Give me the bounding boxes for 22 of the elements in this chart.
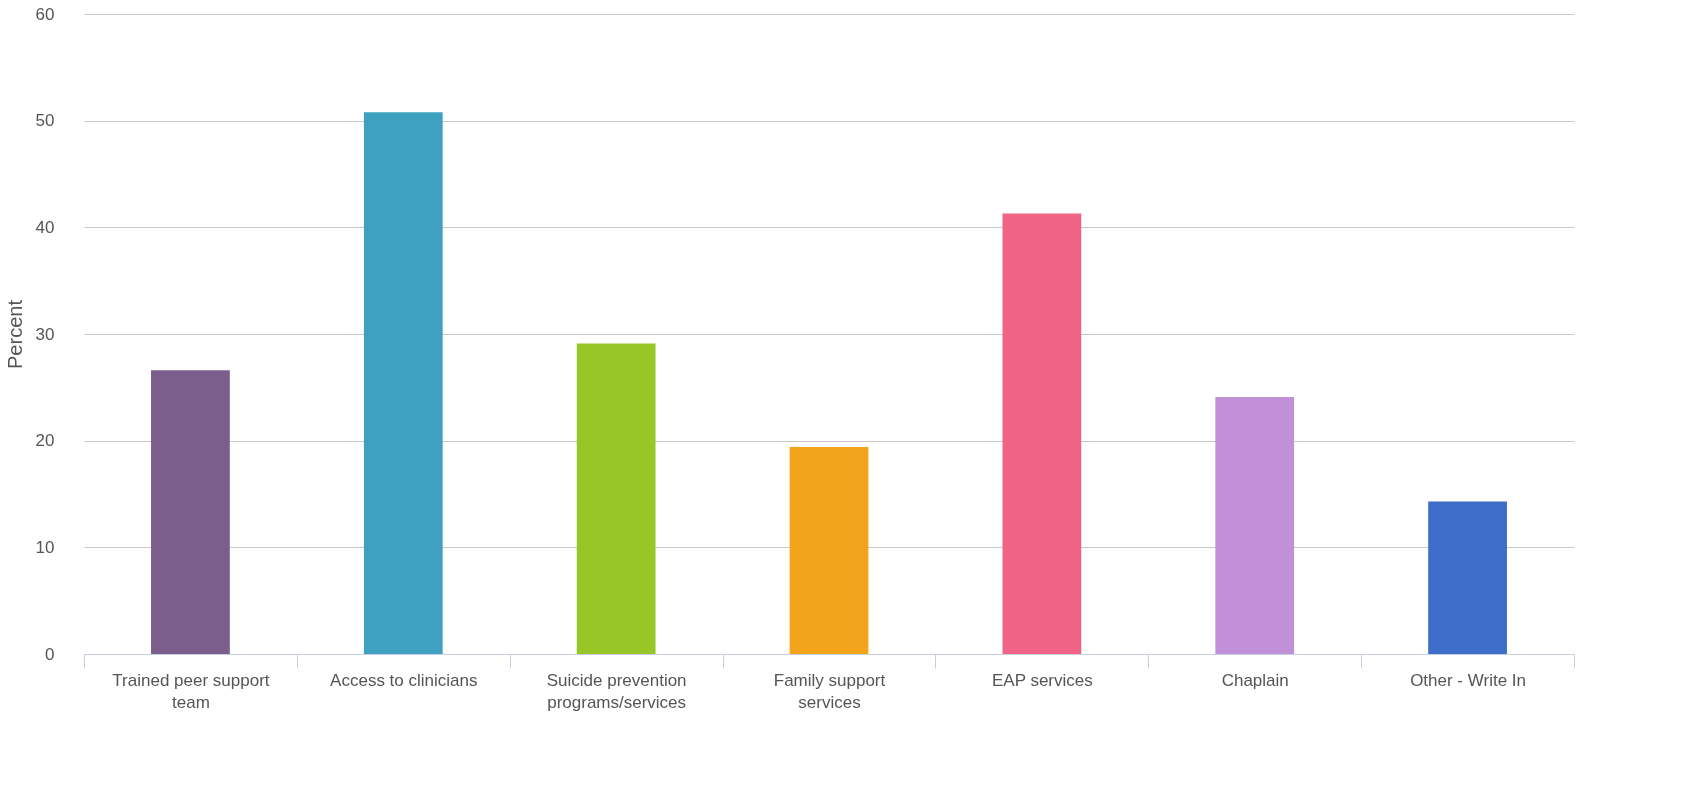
x-tick-label: Trained peer support team	[112, 670, 270, 712]
bar	[363, 112, 443, 654]
y-tick-label: 20	[35, 431, 55, 451]
y-axis-title: Percent	[3, 299, 26, 369]
y-tick-label: 50	[35, 111, 55, 131]
x-tick-label: Other - Write In	[1410, 670, 1527, 690]
bar	[789, 447, 869, 654]
y-tick-label: 40	[35, 217, 55, 237]
x-tick-label: Chaplain	[1221, 670, 1289, 690]
x-tick-label: Access to clinicians	[330, 670, 478, 690]
x-tick-label: Suicide prevention programs/services	[546, 670, 687, 712]
bar	[1215, 396, 1295, 654]
bar	[576, 343, 656, 654]
y-tick-label: 30	[35, 324, 55, 344]
y-tick-label: 0	[45, 644, 55, 664]
bar	[1002, 213, 1082, 654]
bar	[151, 370, 230, 654]
bar	[1428, 501, 1507, 654]
y-tick-label: 60	[35, 4, 55, 24]
y-tick-label: 10	[35, 537, 55, 557]
x-tick-label: Family support services	[773, 670, 886, 712]
x-tick-label: EAP services	[991, 670, 1093, 690]
